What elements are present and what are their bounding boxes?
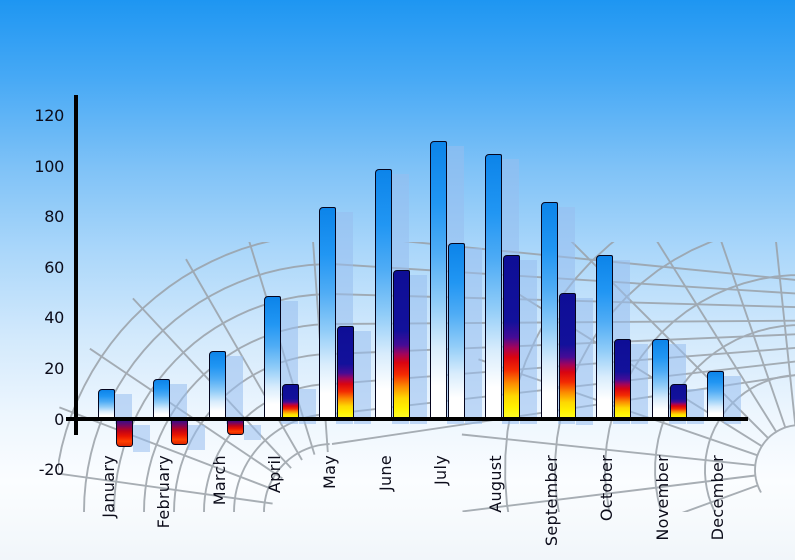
bar-november-primary	[651, 338, 669, 420]
bar-may-primary	[319, 207, 337, 420]
mesh-line	[656, 242, 778, 433]
x-tick-label-june: June	[375, 455, 395, 492]
bar-shadow-april-secondary	[299, 389, 317, 425]
mesh-line	[185, 258, 303, 461]
y-tick-label-40: 40	[44, 308, 64, 328]
bar-shadow-january-secondary	[133, 424, 150, 453]
y-tick-label--20: -20	[38, 460, 65, 480]
x-tick-label-august: August	[486, 455, 506, 513]
bar-shadow-march-secondary	[243, 424, 261, 440]
x-tick-label-november: November	[652, 455, 672, 541]
bar-shadow-november-secondary	[686, 389, 704, 425]
bar-shadow-august-secondary	[520, 260, 538, 425]
bar-march-primary	[208, 351, 226, 420]
bar-october-primary	[596, 255, 614, 420]
bar-april-secondary	[282, 384, 300, 420]
mesh-line	[461, 433, 756, 467]
x-tick-label-december: December	[707, 455, 727, 541]
bar-november-secondary	[669, 384, 687, 420]
x-tick-label-september: September	[541, 455, 561, 547]
bar-september-primary	[540, 202, 558, 420]
x-tick-label-july: July	[431, 455, 451, 485]
mesh-line	[59, 406, 277, 492]
mesh-line	[754, 424, 795, 493]
bar-march-secondary	[226, 419, 244, 435]
bar-shadow-september-secondary	[575, 298, 593, 425]
y-tick-label-20: 20	[44, 358, 64, 378]
bar-january-primary	[98, 389, 115, 420]
bar-october-secondary	[614, 338, 632, 420]
y-tick-label-0: 0	[54, 409, 64, 429]
bar-september-secondary	[558, 293, 576, 420]
mesh-line	[681, 484, 759, 512]
bar-shadow-february-primary	[170, 384, 188, 425]
mesh-line	[704, 374, 795, 512]
bar-august-primary	[485, 154, 503, 420]
bar-shadow-february-secondary	[188, 424, 206, 450]
x-tick-label-february: February	[154, 455, 174, 529]
mesh-line	[83, 263, 324, 512]
bar-shadow-may-secondary	[354, 330, 372, 425]
bar-june-secondary	[392, 270, 410, 420]
y-tick-label-100: 100	[34, 156, 64, 176]
x-tick-label-march: March	[209, 455, 229, 506]
bar-shadow-june-secondary	[409, 275, 427, 425]
mesh-line	[775, 242, 795, 426]
bar-december-primary	[706, 371, 724, 420]
x-tick-label-april: April	[265, 455, 285, 494]
mesh-line	[462, 474, 756, 512]
bar-shadow-july-secondary	[465, 247, 483, 425]
bar-june-primary	[374, 169, 392, 420]
y-axis-line	[74, 95, 78, 435]
y-tick-label-60: 60	[44, 257, 64, 277]
bar-shadow-october-secondary	[631, 343, 649, 425]
bar-shadow-december-primary	[723, 376, 741, 425]
bar-january-secondary	[116, 419, 133, 448]
mesh-line	[720, 242, 787, 428]
x-tick-label-january: January	[99, 455, 118, 518]
bar-february-primary	[153, 379, 171, 420]
bar-july-secondary	[448, 242, 466, 420]
y-tick-label-80: 80	[44, 207, 64, 227]
bar-april-primary	[264, 295, 282, 420]
bar-february-secondary	[171, 419, 189, 445]
x-tick-label-may: May	[320, 455, 340, 489]
mesh-line	[58, 242, 271, 472]
bar-may-secondary	[337, 325, 355, 420]
bar-shadow-march-primary	[225, 356, 243, 425]
bar-august-secondary	[503, 255, 521, 420]
x-tick-label-october: October	[597, 455, 617, 522]
x-axis-line	[66, 417, 748, 421]
bar-july-primary	[430, 141, 448, 420]
y-tick-label-120: 120	[34, 106, 64, 126]
mesh-line	[58, 472, 273, 505]
bar-shadow-january-primary	[115, 394, 132, 425]
